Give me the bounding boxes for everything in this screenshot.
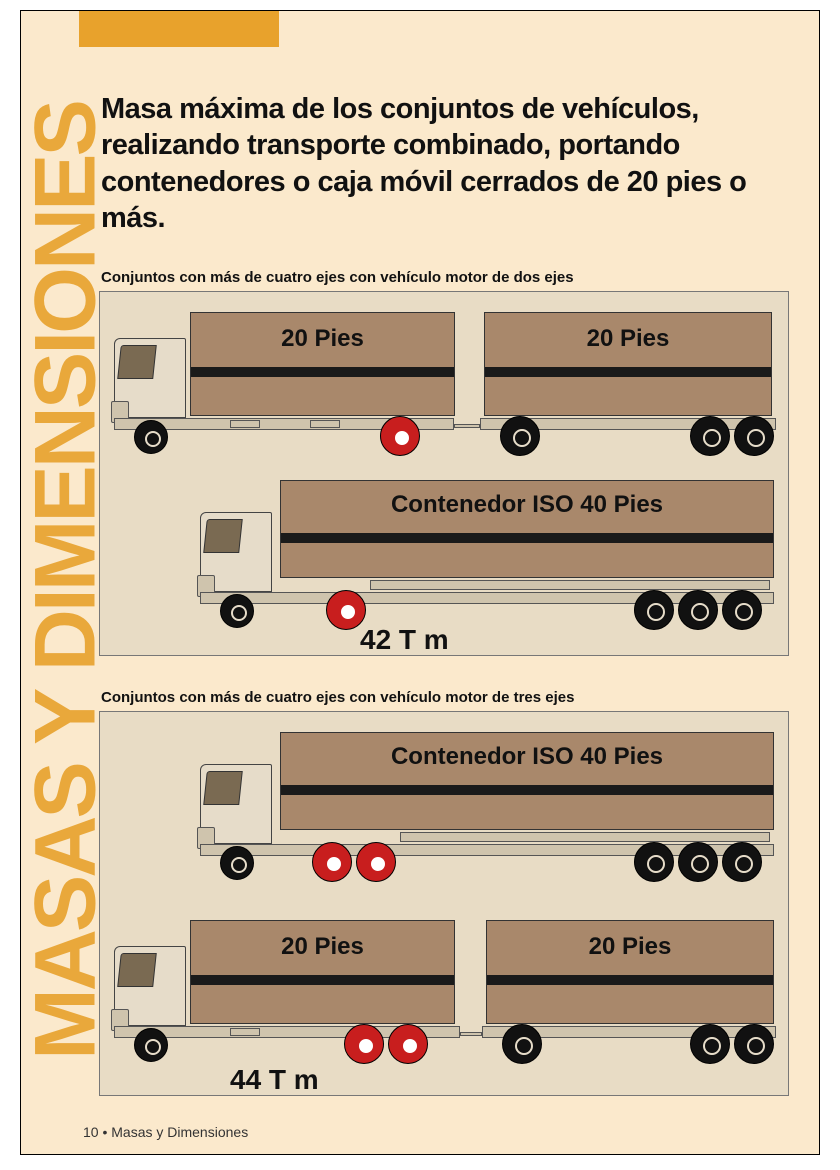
wheel-icon	[134, 1028, 168, 1062]
wheel-icon	[722, 590, 762, 630]
page-footer: 10 • Masas y Dimensiones	[83, 1124, 248, 1140]
wheel-icon	[500, 416, 540, 456]
wheel-icon	[220, 594, 254, 628]
weight-label-1: 42 T m	[360, 624, 449, 656]
container-label: 20 Pies	[485, 313, 771, 353]
truck4-cab	[114, 946, 186, 1026]
panel-1: 20 Pies 20 Pies Contenedor ISO 40 Pies	[99, 291, 789, 656]
container-40ft: Contenedor ISO 40 Pies	[280, 480, 774, 578]
mudflap-icon	[230, 1028, 260, 1036]
truck1-cab	[114, 338, 186, 418]
weight-label-2: 44 T m	[230, 1064, 319, 1096]
section2-label: Conjuntos con más de cuatro ejes con veh…	[101, 689, 574, 706]
wheel-icon	[690, 1024, 730, 1064]
container-label: Contenedor ISO 40 Pies	[281, 481, 773, 519]
container-label: 20 Pies	[191, 313, 454, 353]
wheel-icon	[134, 420, 168, 454]
trailer3-frame	[400, 832, 770, 842]
container-label: 20 Pies	[487, 921, 773, 961]
wheel-red-icon	[356, 842, 396, 882]
wheel-icon	[678, 590, 718, 630]
truck2-cab	[200, 512, 272, 592]
wheel-icon	[634, 590, 674, 630]
page: MASAS Y DIMENSIONES Masa máxima de los c…	[20, 10, 820, 1155]
wheel-icon	[722, 842, 762, 882]
windshield-icon	[117, 953, 157, 987]
hitch-icon	[460, 1032, 482, 1036]
mudflap-icon	[310, 420, 340, 428]
wheel-icon	[690, 416, 730, 456]
wheel-icon	[734, 1024, 774, 1064]
hitch-icon	[454, 424, 480, 428]
wheel-icon	[634, 842, 674, 882]
stripe-icon	[281, 785, 773, 795]
wheel-icon	[220, 846, 254, 880]
stripe-icon	[281, 533, 773, 543]
header-tab	[79, 11, 279, 47]
truck3-cab	[200, 764, 272, 844]
container-label: 20 Pies	[191, 921, 454, 961]
container-20ft-d: 20 Pies	[486, 920, 774, 1024]
container-40ft-b: Contenedor ISO 40 Pies	[280, 732, 774, 830]
stripe-icon	[191, 367, 454, 377]
stripe-icon	[487, 975, 773, 985]
windshield-icon	[203, 519, 243, 553]
container-label: Contenedor ISO 40 Pies	[281, 733, 773, 771]
panel-2: Contenedor ISO 40 Pies 20 Pies 20 Pies	[99, 711, 789, 1096]
wheel-red-icon	[388, 1024, 428, 1064]
wheel-red-icon	[312, 842, 352, 882]
container-20ft-c: 20 Pies	[190, 920, 455, 1024]
section1-label: Conjuntos con más de cuatro ejes con veh…	[101, 269, 574, 286]
windshield-icon	[117, 345, 157, 379]
wheel-red-icon	[344, 1024, 384, 1064]
wheel-icon	[734, 416, 774, 456]
mudflap-icon	[230, 420, 260, 428]
wheel-icon	[678, 842, 718, 882]
windshield-icon	[203, 771, 243, 805]
stripe-icon	[485, 367, 771, 377]
trailer2-frame	[370, 580, 770, 590]
wheel-red-icon	[380, 416, 420, 456]
container-20ft-a: 20 Pies	[190, 312, 455, 416]
stripe-icon	[191, 975, 454, 985]
main-title: Masa máxima de los conjuntos de vehículo…	[101, 91, 781, 236]
wheel-icon	[502, 1024, 542, 1064]
container-20ft-b: 20 Pies	[484, 312, 772, 416]
